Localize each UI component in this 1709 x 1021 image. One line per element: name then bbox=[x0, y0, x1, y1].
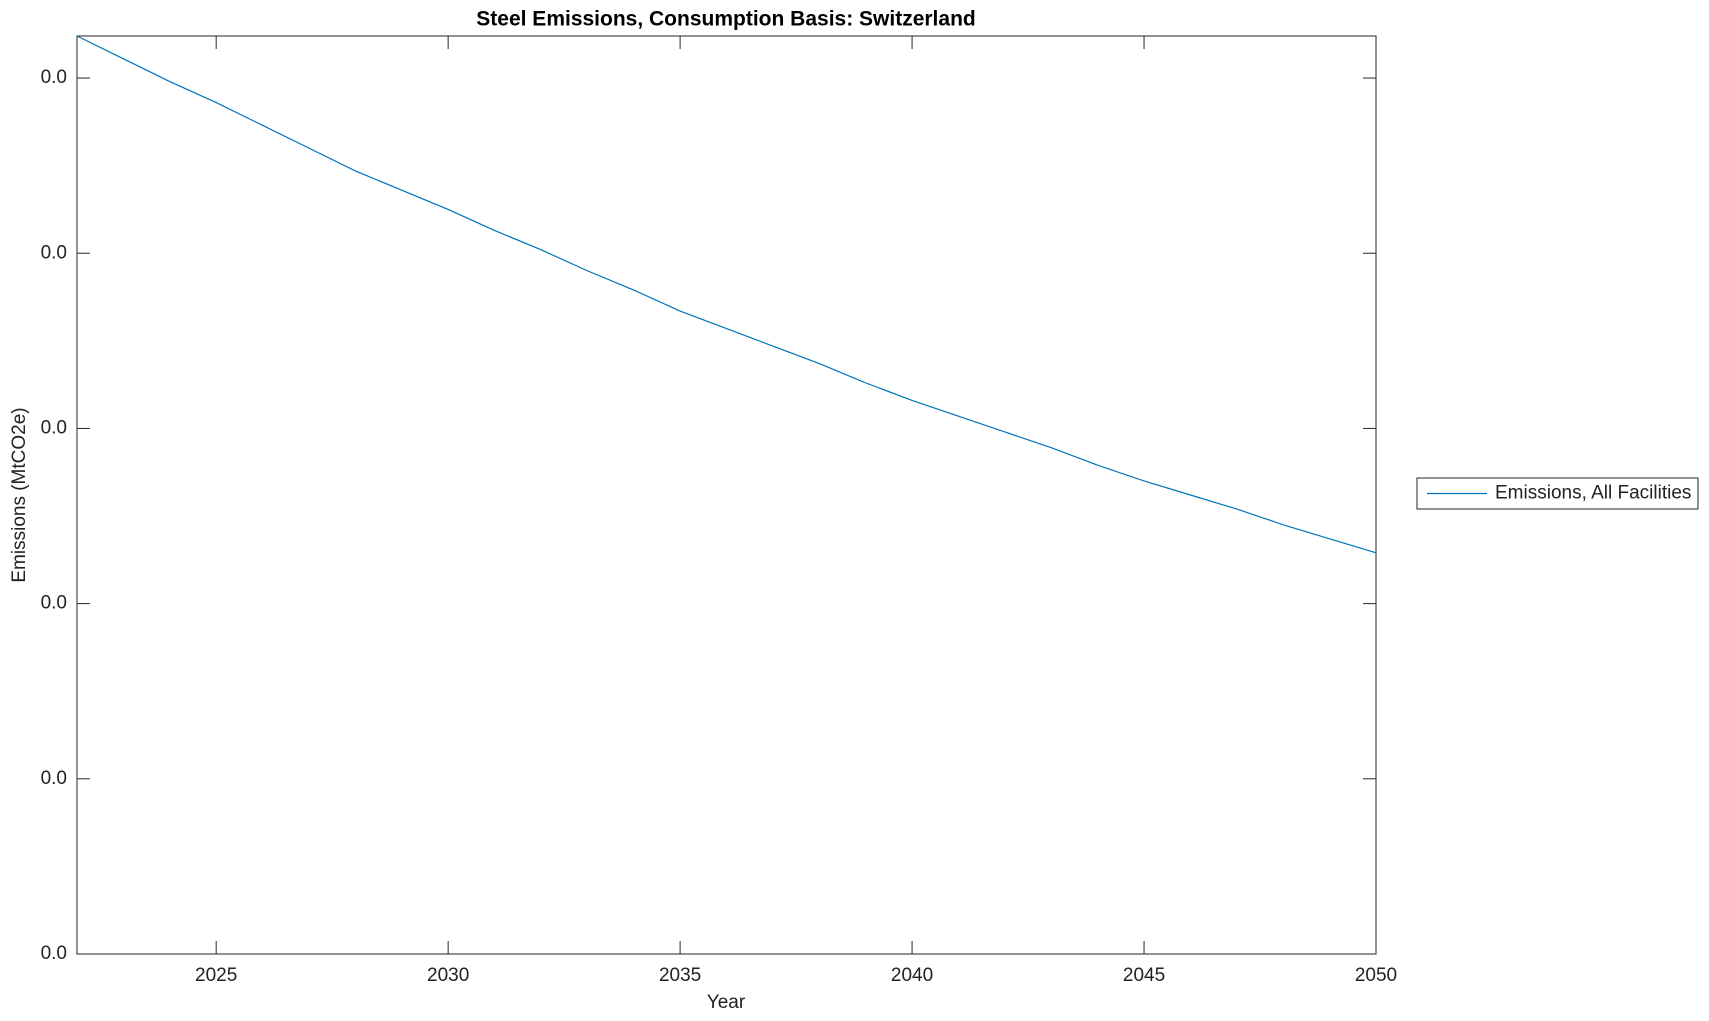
chart-title: Steel Emissions, Consumption Basis: Swit… bbox=[476, 8, 975, 31]
x-tick-label: 2025 bbox=[195, 965, 237, 986]
y-tick-label: 0.0 bbox=[41, 417, 67, 438]
plot-frame bbox=[76, 35, 1377, 955]
x-tick-label: 2050 bbox=[1355, 965, 1397, 986]
x-axis-label: Year bbox=[707, 992, 746, 1013]
y-tick-label: 0.0 bbox=[41, 67, 67, 88]
x-tick-label: 2040 bbox=[891, 965, 933, 986]
x-tick-label: 2035 bbox=[659, 965, 701, 986]
y-axis-label: Emissions (MtCO2e) bbox=[9, 407, 30, 582]
line-series bbox=[76, 35, 1377, 554]
x-tick-label: 2045 bbox=[1123, 965, 1165, 986]
y-tick-label: 0.0 bbox=[41, 593, 67, 614]
y-tick-label: 0.0 bbox=[41, 768, 67, 789]
y-tick-label: 0.0 bbox=[41, 943, 67, 964]
legend-label: Emissions, All Facilities bbox=[1495, 483, 1691, 504]
x-tick-label: 2030 bbox=[427, 965, 469, 986]
y-tick-label: 0.0 bbox=[41, 242, 67, 263]
